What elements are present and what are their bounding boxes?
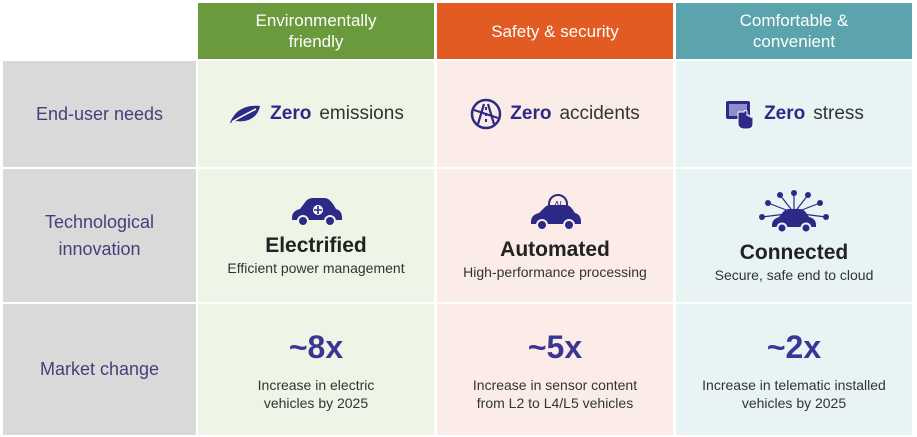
header-comfortable-convenient: Comfortable & convenient xyxy=(676,3,912,59)
need-text: emissions xyxy=(319,103,404,124)
row-needs-label: End-user needs xyxy=(35,103,164,124)
need-text: accidents xyxy=(559,103,640,124)
need-bold: Zero xyxy=(270,103,312,124)
need-zero-accidents: Zero accidents xyxy=(437,61,673,167)
market-value: ~8x xyxy=(288,328,344,365)
tech-connected: Connected Secure, safe end to cloud xyxy=(676,169,912,302)
svg-text:AI: AI xyxy=(554,200,562,209)
header-comfort-label: Comfortable & convenient xyxy=(739,11,849,51)
header-safety-security: Safety & security xyxy=(437,3,673,59)
leaf-icon xyxy=(230,105,261,123)
tech-subtitle: Secure, safe end to cloud xyxy=(714,266,874,283)
tech-title: Connected xyxy=(739,240,849,264)
row-label-end-user-needs: End-user needs xyxy=(3,61,196,167)
row-label-technological-innovation: Technological innovation xyxy=(3,169,196,302)
market-telematic: ~2x Increase in telematic installed vehi… xyxy=(676,304,912,435)
row-label-market-change: Market change xyxy=(3,304,196,435)
row-tech-label: Technological innovation xyxy=(44,211,155,259)
tech-automated: AI Automated High-performance processing xyxy=(437,169,673,302)
tech-subtitle: High-performance processing xyxy=(463,263,647,280)
connected-car-icon xyxy=(759,189,829,233)
market-value: ~5x xyxy=(527,328,583,365)
header-environment-label: Environmentally friendly xyxy=(255,11,377,51)
electric-car-icon xyxy=(292,197,342,227)
market-sensor: ~5x Increase in sensor content from L2 t… xyxy=(437,304,673,435)
touchscreen-hand-icon xyxy=(726,101,754,130)
need-bold: Zero xyxy=(764,103,806,124)
header-safety-label: Safety & security xyxy=(491,21,619,41)
need-zero-stress: Zero stress xyxy=(676,61,912,167)
tech-electrified: Electrified Efficient power management xyxy=(198,169,434,302)
tech-subtitle: Efficient power management xyxy=(227,259,405,276)
tech-title: Automated xyxy=(500,237,610,261)
need-bold: Zero xyxy=(510,103,552,124)
tech-title: Electrified xyxy=(265,233,367,257)
globe-road-icon xyxy=(471,98,502,130)
need-zero-emissions: Zero emissions xyxy=(198,61,434,167)
autonomous-car-icon: AI xyxy=(531,193,581,231)
market-electric: ~8x Increase in electric vehicles by 202… xyxy=(198,304,434,435)
market-description: Increase in telematic installed vehicles… xyxy=(702,376,886,411)
market-value: ~2x xyxy=(766,328,822,365)
need-text: stress xyxy=(813,103,864,124)
header-environmentally-friendly: Environmentally friendly xyxy=(198,3,434,59)
row-market-label: Market change xyxy=(39,359,160,379)
market-description: Increase in sensor content from L2 to L4… xyxy=(472,376,638,411)
market-description: Increase in electric vehicles by 2025 xyxy=(257,376,375,411)
